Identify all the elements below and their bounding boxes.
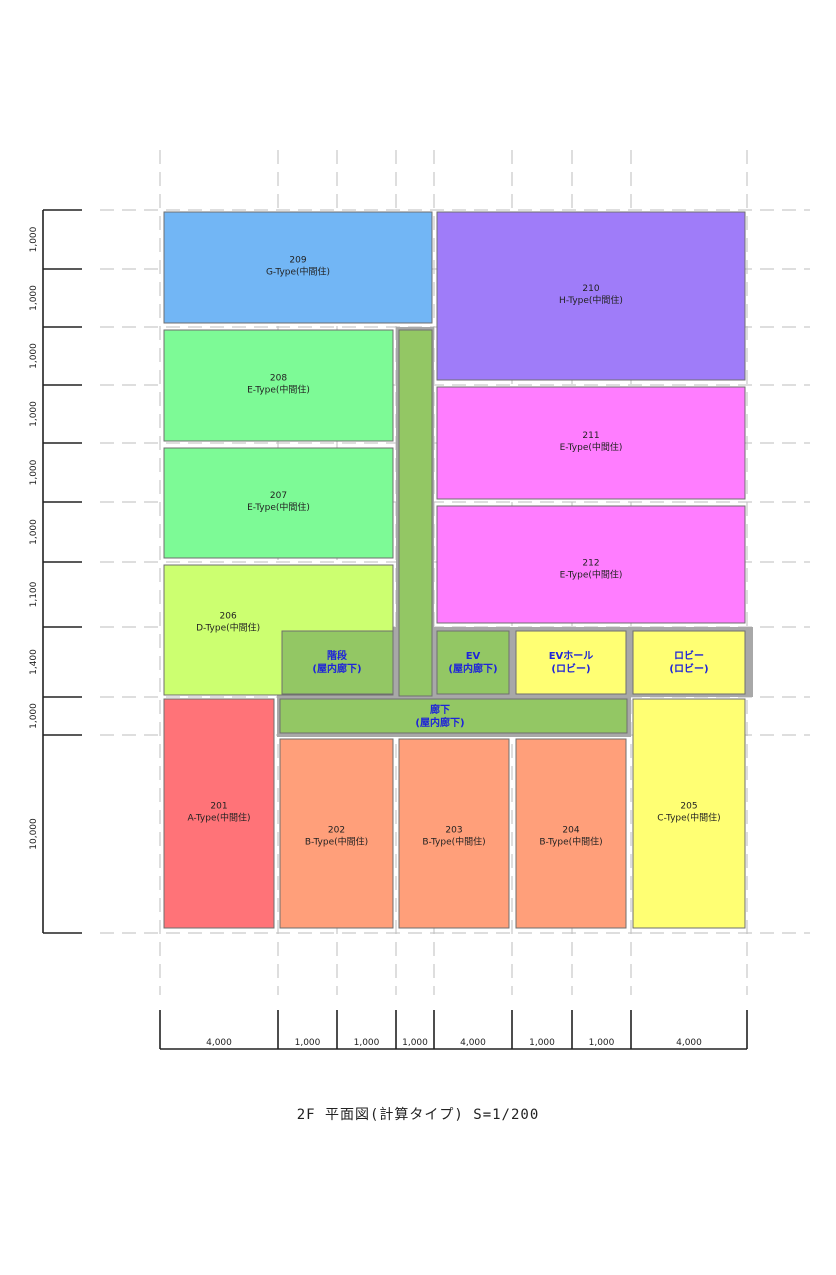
room-type: E-Type(中間住) — [247, 501, 310, 513]
room-203 — [398, 738, 510, 929]
room-type: B-Type(中間住) — [305, 835, 368, 847]
room-type: E-Type(中間住) — [247, 384, 310, 396]
dimension-lines: 1,000 1,000 1,000 1,000 1,000 1,000 1,100 1,400… — [29, 209, 748, 1050]
space-label: EVホール — [549, 650, 594, 662]
room-number: 210 — [582, 284, 599, 294]
horizontal-dimension-label: 4,000 — [676, 1038, 702, 1048]
room-number: 211 — [582, 431, 599, 441]
room-205 — [632, 698, 746, 929]
vertical-dimension-label: 1,000 — [29, 401, 39, 427]
room-number: 204 — [562, 825, 579, 835]
room-number: 206 — [220, 612, 237, 622]
room-number: 207 — [270, 491, 287, 501]
room-208 — [163, 329, 394, 442]
space-label: ロビー — [674, 649, 704, 662]
room-211 — [436, 386, 746, 500]
space-label: 廊下 — [430, 703, 450, 716]
space-0 — [281, 630, 394, 695]
room-number: 203 — [445, 825, 462, 835]
space-sublabel: (屋内廊下) — [312, 662, 361, 675]
room-number: 212 — [582, 558, 599, 568]
horizontal-dimension-label: 1,000 — [589, 1038, 615, 1048]
horizontal-dimension-label: 1,000 — [354, 1038, 380, 1048]
space-sublabel: (屋内廊下) — [448, 662, 497, 675]
room-number: 208 — [270, 374, 287, 384]
room-202 — [279, 738, 394, 929]
room-type: G-Type(中間住) — [266, 266, 330, 278]
horizontal-dimension-label: 4,000 — [206, 1038, 232, 1048]
room-type: B-Type(中間住) — [422, 835, 485, 847]
horizontal-dimension-label: 1,000 — [402, 1038, 428, 1048]
room-number: 205 — [680, 802, 697, 812]
plan-caption: 2F 平面図(計算タイプ) S=1/200 — [296, 1107, 540, 1123]
room-201 — [163, 698, 275, 929]
space-1 — [436, 630, 510, 695]
horizontal-dimension-label: 1,000 — [295, 1038, 321, 1048]
vertical-dimension-label: 10,000 — [29, 818, 39, 850]
vertical-dimension-label: 1,000 — [29, 285, 39, 311]
space-label: EV — [466, 651, 481, 662]
vertical-dimension-label: 1,000 — [29, 343, 39, 369]
space-2 — [515, 630, 627, 695]
space-sublabel: (屋内廊下) — [415, 716, 464, 729]
vertical-dimension-label: 1,000 — [29, 226, 39, 252]
corridor-horizontal — [279, 698, 628, 734]
vertical-dimension-label: 1,100 — [29, 581, 39, 607]
room-type: C-Type(中間住) — [657, 812, 720, 824]
horizontal-dimension-label: 1,000 — [529, 1038, 555, 1048]
room-number: 202 — [328, 825, 345, 835]
space-sublabel: (ロビー) — [551, 662, 590, 675]
vertical-dimension-label: 1,000 — [29, 703, 39, 729]
vertical-dimension-label: 1,000 — [29, 519, 39, 545]
space-3 — [632, 630, 746, 695]
space-sublabel: (ロビー) — [669, 662, 708, 675]
vertical-dimension-label: 1,400 — [29, 649, 39, 675]
room-212 — [436, 505, 746, 624]
horizontal-dimension-label: 4,000 — [460, 1038, 486, 1048]
room-type: E-Type(中間住) — [560, 441, 623, 453]
space-label: 階段 — [327, 649, 347, 662]
room-type: A-Type(中間住) — [187, 812, 250, 824]
vertical-dimension-label: 1,000 — [29, 459, 39, 485]
room-number: 201 — [210, 802, 227, 812]
room-type: H-Type(中間住) — [559, 294, 623, 306]
room-204 — [515, 738, 627, 929]
room-207 — [163, 447, 394, 559]
room-210 — [436, 211, 746, 381]
room-type: E-Type(中間住) — [560, 568, 623, 580]
room-type: D-Type(中間住) — [196, 622, 260, 634]
corridor-vertical — [398, 329, 433, 697]
room-number: 209 — [289, 256, 306, 266]
room-209 — [163, 211, 433, 324]
room-type: B-Type(中間住) — [539, 835, 602, 847]
rooms: 209G-Type(中間住)210H-Type(中間住)208E-Type(中間… — [163, 211, 753, 929]
